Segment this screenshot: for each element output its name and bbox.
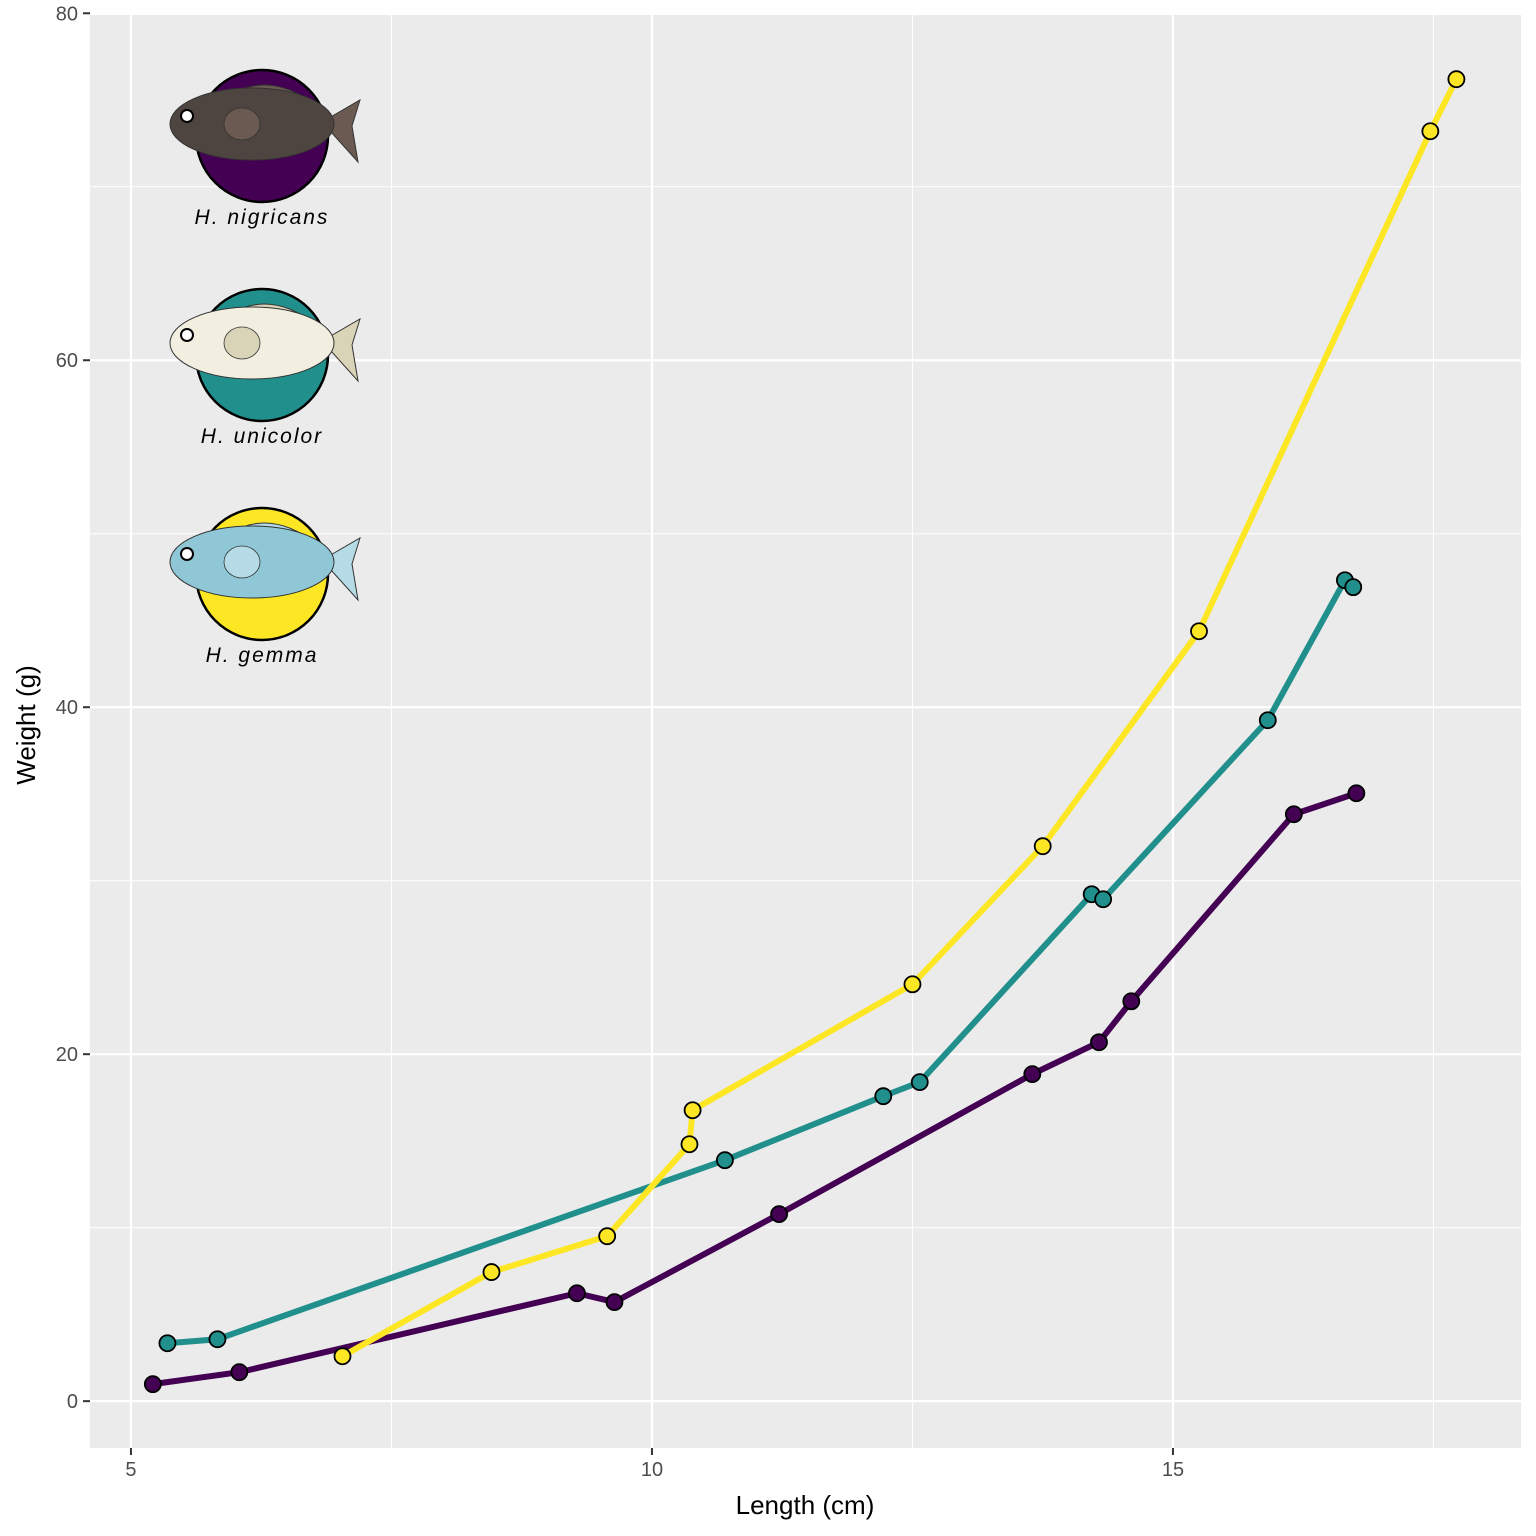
y-tick-label: 60 [56, 350, 78, 372]
data-point [1344, 578, 1363, 597]
data-point [1421, 122, 1440, 141]
data-point [1447, 70, 1466, 89]
fish-eye [180, 547, 194, 561]
data-point [874, 1087, 893, 1106]
legend-item: H. unicolor [169, 287, 361, 448]
fish-tail [321, 98, 361, 164]
fish-pectoral [223, 545, 261, 579]
data-point [910, 1073, 929, 1092]
data-point [1190, 622, 1208, 641]
data-point [716, 1151, 734, 1170]
data-point [605, 1293, 624, 1311]
series [143, 70, 1466, 1394]
x-tick-label: 10 [641, 1459, 663, 1481]
axes: 5 10 15 0 20 40 60 80 [56, 3, 1184, 1481]
data-point [1033, 837, 1052, 856]
y-tick-label: 40 [56, 697, 78, 719]
data-point [1090, 1033, 1108, 1052]
data-point [333, 1347, 352, 1366]
legend-label: H. nigricans [195, 206, 330, 229]
legend-item: H. gemma [169, 506, 361, 667]
icons: H. nigricans H. unicolor H. gemma [169, 68, 361, 667]
data-point [1347, 784, 1366, 803]
grid [90, 12, 1521, 1448]
y-tick-label: 20 [56, 1044, 78, 1066]
fish-tail [321, 317, 361, 383]
data-point [1023, 1065, 1042, 1084]
series-line [152, 790, 1358, 1388]
series-line [341, 77, 1460, 1359]
y-tick-label: 80 [56, 3, 78, 25]
y-tick-label: 0 [67, 1391, 78, 1413]
data-point [1094, 890, 1113, 909]
data-point [598, 1227, 617, 1246]
data-point [482, 1263, 501, 1281]
legend-item: H. nigricans [169, 68, 361, 229]
fish-tail [321, 536, 361, 602]
legend-label: H. unicolor [201, 425, 323, 448]
fish-eye [180, 328, 194, 342]
data-point [903, 975, 922, 994]
y-axis-title: Weight (g) [11, 665, 41, 784]
fish-pectoral [223, 107, 261, 141]
data-point [230, 1363, 249, 1382]
data-point [770, 1205, 788, 1224]
x-axis-title: Length (cm) [736, 1490, 875, 1520]
data-point [158, 1334, 177, 1353]
fish-eye [180, 109, 194, 123]
data-point [1122, 992, 1141, 1011]
data-point [568, 1284, 586, 1303]
data-point [208, 1330, 227, 1349]
x-tick-label: 15 [1162, 1459, 1184, 1481]
data-point [1258, 711, 1277, 730]
panel [90, 15, 1521, 1448]
data-point [680, 1135, 699, 1154]
data-point [1284, 805, 1303, 824]
legend-label: H. gemma [206, 644, 319, 667]
fish-pectoral [223, 326, 261, 360]
data-point [143, 1375, 162, 1394]
series-line [167, 577, 1356, 1347]
x-tick-label: 5 [125, 1459, 136, 1481]
data-point [683, 1101, 702, 1120]
